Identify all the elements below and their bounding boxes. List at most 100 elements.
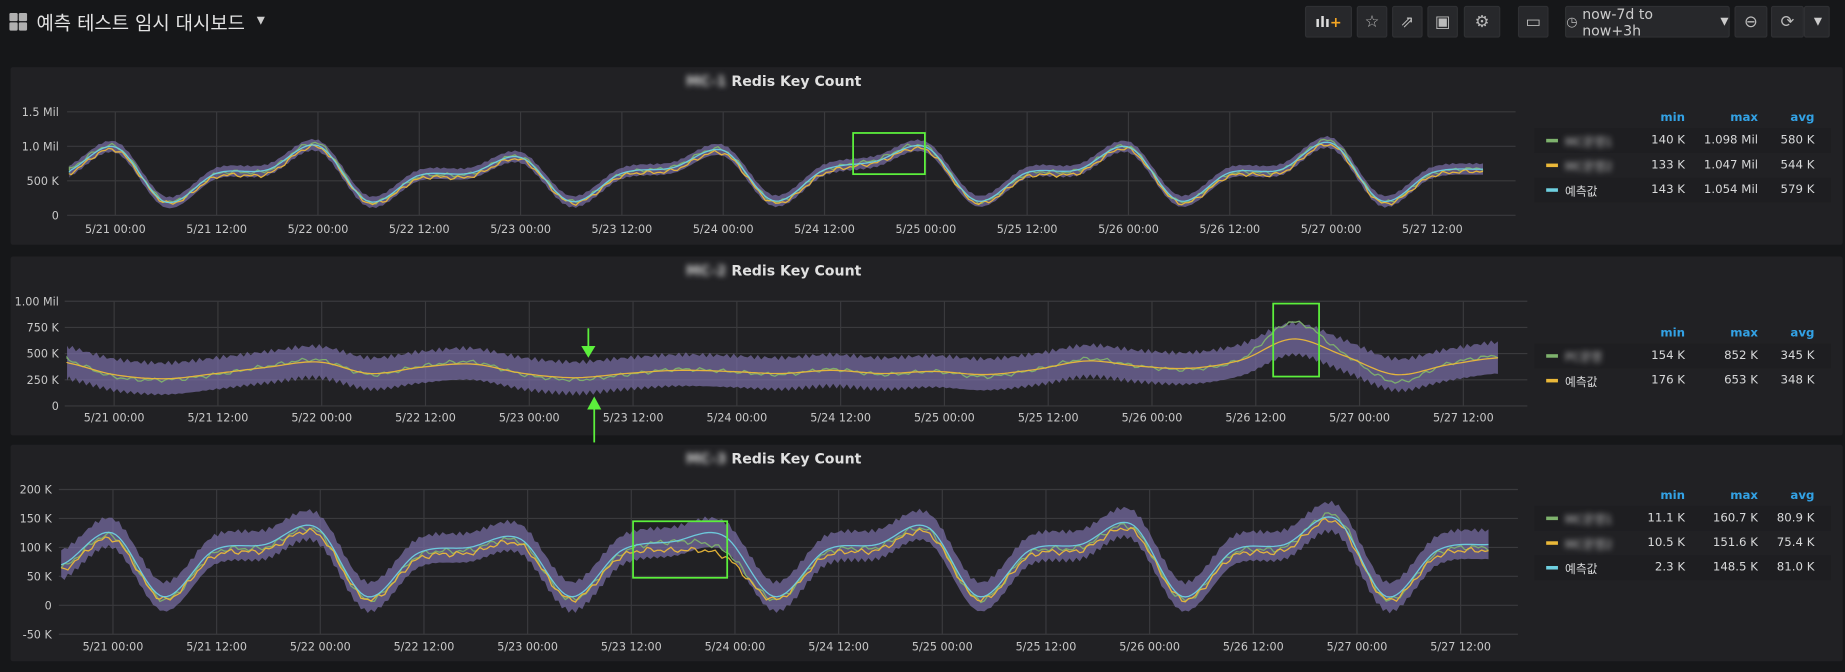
refresh-icon: ⟳ bbox=[1780, 12, 1795, 32]
zoom-out-icon: ⊖ bbox=[1744, 12, 1758, 32]
series-name: 예측값 bbox=[1565, 185, 1598, 199]
annotation-box bbox=[852, 132, 926, 176]
legend-min-header[interactable]: min bbox=[1660, 488, 1686, 502]
series-swatch[interactable] bbox=[1546, 188, 1558, 192]
series-swatch[interactable] bbox=[1546, 516, 1558, 521]
legend-row[interactable]: 예측값 143 K 1.054 Mil 579 K bbox=[1534, 177, 1831, 203]
legend-min: 11.1 K bbox=[1647, 511, 1686, 525]
legend-avg-header[interactable]: avg bbox=[1790, 111, 1815, 125]
x-tick-label: 5/27 12:00 bbox=[1433, 411, 1494, 424]
series-line bbox=[61, 517, 1489, 603]
time-range-label: now-7d to now+3h bbox=[1582, 5, 1654, 39]
chart-2: 1.00 Mil 750 K 500 K 250 K 0 5/21 00:00 5/21 1… bbox=[15, 295, 1528, 424]
legend-avg: 75.4 K bbox=[1776, 536, 1815, 550]
time-range-button[interactable]: ◷ now-7d to now+3h ▼ bbox=[1565, 5, 1730, 39]
series-name: MC운영1 bbox=[1565, 514, 1613, 528]
arrow-head-icon bbox=[587, 396, 602, 410]
legend-row[interactable]: PC운영 154 K 852 K 345 K bbox=[1534, 343, 1831, 369]
x-tick-label: 5/21 12:00 bbox=[186, 641, 247, 654]
save-button[interactable]: ▣ bbox=[1427, 5, 1458, 38]
legend-min-header[interactable]: min bbox=[1660, 111, 1686, 125]
legend-max: 148.5 K bbox=[1712, 561, 1758, 575]
monitor-icon: ▭ bbox=[1525, 12, 1542, 32]
series-swatch[interactable] bbox=[1546, 354, 1558, 358]
share-button[interactable]: ⇗ bbox=[1392, 5, 1423, 38]
panel-title-text: Redis Key Count bbox=[731, 72, 862, 90]
legend-min: 10.5 K bbox=[1647, 536, 1686, 550]
x-tick-label: 5/21 12:00 bbox=[186, 223, 247, 236]
add-panel-button[interactable]: ılı+ bbox=[1304, 5, 1353, 38]
legend-max-header[interactable]: max bbox=[1730, 488, 1758, 502]
y-tick-label: 100 K bbox=[20, 542, 53, 555]
annotation-box bbox=[1272, 302, 1320, 378]
legend-row[interactable]: MC운영2 133 K 1.047 Mil 544 K bbox=[1534, 153, 1831, 178]
legend-row[interactable]: MC운영2 10.5 K 151.6 K 75.4 K bbox=[1534, 531, 1831, 556]
save-icon: ▣ bbox=[1434, 12, 1451, 32]
caret-down-icon: ▼ bbox=[1813, 15, 1823, 28]
legend-row[interactable]: MC운영1 140 K 1.098 Mil 580 K bbox=[1534, 128, 1831, 153]
prediction-band bbox=[67, 320, 1498, 396]
y-tick-label: 150 K bbox=[20, 513, 53, 526]
x-tick-label: 5/21 12:00 bbox=[188, 411, 249, 424]
legend-row[interactable]: 예측값 2.3 K 148.5 K 81.0 K bbox=[1534, 555, 1831, 581]
legend-max: 160.7 K bbox=[1712, 511, 1758, 525]
panel-title[interactable]: MC-1 Redis Key Count bbox=[11, 73, 1537, 89]
legend-min: 2.3 K bbox=[1654, 561, 1686, 575]
x-tick-label: 5/22 00:00 bbox=[290, 641, 351, 654]
y-tick-label: 1.5 Mil bbox=[22, 106, 59, 119]
series-swatch[interactable] bbox=[1546, 163, 1558, 168]
series-swatch[interactable] bbox=[1546, 378, 1558, 383]
x-tick-label: 5/26 00:00 bbox=[1098, 223, 1159, 236]
legend-avg-header[interactable]: avg bbox=[1790, 326, 1815, 340]
tv-mode-button[interactable]: ▭ bbox=[1517, 5, 1549, 38]
dashboard-title: 예측 테스트 임시 대시보드 bbox=[36, 11, 245, 35]
refresh-interval-button[interactable]: ▼ bbox=[1803, 5, 1830, 38]
legend-min: 133 K bbox=[1651, 158, 1686, 172]
caret-down-icon: ▼ bbox=[1720, 15, 1729, 28]
legend-min: 176 K bbox=[1651, 374, 1686, 388]
x-tick-label: 5/21 00:00 bbox=[84, 411, 145, 424]
legend-max: 653 K bbox=[1724, 374, 1758, 388]
legend-header: min max avg bbox=[1534, 322, 1831, 343]
series-swatch[interactable] bbox=[1546, 138, 1558, 143]
x-tick-label: 5/24 00:00 bbox=[705, 641, 766, 654]
legend-min-header[interactable]: min bbox=[1660, 326, 1686, 340]
x-tick-label: 5/26 00:00 bbox=[1122, 411, 1183, 424]
dashboard-title-picker[interactable]: 예측 테스트 임시 대시보드 ▼ bbox=[9, 7, 265, 35]
legend-max-header[interactable]: max bbox=[1730, 326, 1758, 340]
series-swatch[interactable] bbox=[1546, 541, 1558, 545]
legend-avg-header[interactable]: avg bbox=[1790, 488, 1815, 502]
x-tick-label: 5/24 00:00 bbox=[693, 223, 754, 236]
y-tick-label: 500 K bbox=[27, 348, 60, 361]
series-line bbox=[66, 338, 1498, 380]
add-panel-icon: ılı+ bbox=[1315, 13, 1342, 31]
legend-max: 852 K bbox=[1724, 349, 1758, 363]
legend-row[interactable]: MC운영1 11.1 K 160.7 K 80.9 K bbox=[1534, 505, 1831, 531]
series-name: MC운영2 bbox=[1565, 161, 1613, 175]
x-tick-label: 5/22 00:00 bbox=[291, 411, 352, 424]
y-tick-label: 500 K bbox=[27, 175, 60, 188]
x-tick-label: 5/21 00:00 bbox=[83, 641, 144, 654]
legend-row[interactable]: 예측값 176 K 653 K 348 K bbox=[1534, 368, 1831, 393]
panel-title[interactable]: MC-3 Redis Key Count bbox=[11, 451, 1537, 467]
x-tick-label: 5/25 00:00 bbox=[914, 411, 975, 424]
x-tick-label: 5/22 12:00 bbox=[394, 641, 455, 654]
legend-avg: 348 K bbox=[1780, 374, 1815, 388]
y-tick-label: 750 K bbox=[27, 322, 60, 335]
series-swatch[interactable] bbox=[1546, 565, 1558, 570]
refresh-button[interactable]: ⟳ bbox=[1770, 5, 1804, 38]
legend-avg: 80.9 K bbox=[1776, 511, 1815, 525]
x-tick-label: 5/25 12:00 bbox=[1018, 411, 1079, 424]
series-name: 예측값 bbox=[1565, 563, 1598, 577]
series-name: 예측값 bbox=[1565, 376, 1598, 390]
panel-title[interactable]: MC-2 Redis Key Count bbox=[11, 262, 1537, 278]
legend-max: 1.054 Mil bbox=[1703, 183, 1758, 197]
settings-button[interactable]: ⚙ bbox=[1463, 5, 1501, 38]
star-button[interactable]: ☆ bbox=[1356, 5, 1388, 38]
legend-max-header[interactable]: max bbox=[1730, 111, 1758, 125]
star-icon: ☆ bbox=[1364, 12, 1380, 32]
zoom-out-button[interactable]: ⊖ bbox=[1734, 5, 1768, 38]
y-tick-label: 1.00 Mil bbox=[15, 295, 59, 308]
legend: min max avg PC운영 154 K 852 K 345 K 예측값 176 K 65… bbox=[1534, 322, 1831, 393]
